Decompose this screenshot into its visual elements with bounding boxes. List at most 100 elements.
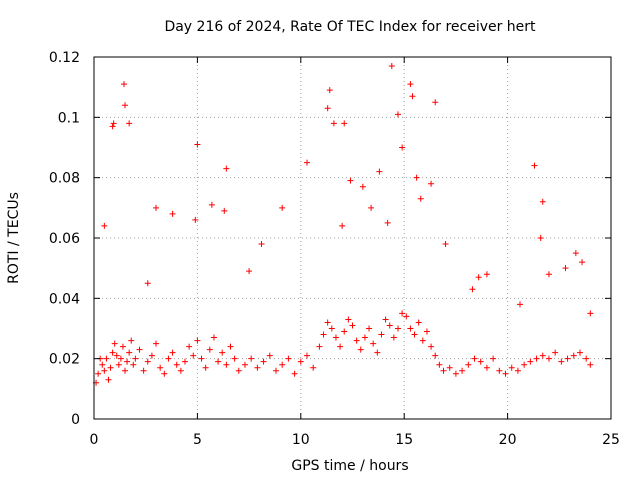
data-point bbox=[144, 280, 151, 287]
data-point bbox=[357, 346, 364, 353]
data-point bbox=[115, 361, 122, 368]
data-point bbox=[347, 177, 354, 184]
data-points bbox=[93, 63, 594, 386]
data-point bbox=[384, 219, 391, 226]
data-point bbox=[140, 367, 147, 374]
data-point bbox=[428, 343, 435, 350]
data-point bbox=[417, 195, 424, 202]
data-point bbox=[579, 259, 586, 266]
data-point bbox=[291, 370, 298, 377]
data-point bbox=[394, 111, 401, 118]
data-point bbox=[169, 210, 176, 217]
data-point bbox=[223, 165, 230, 172]
data-point bbox=[490, 355, 497, 362]
data-point bbox=[120, 81, 127, 88]
data-point bbox=[442, 241, 449, 248]
data-point bbox=[169, 349, 176, 356]
data-point bbox=[177, 367, 184, 374]
y-tick-label: 0.06 bbox=[49, 231, 80, 247]
data-point bbox=[241, 361, 248, 368]
data-point bbox=[349, 322, 356, 329]
data-point bbox=[215, 358, 222, 365]
data-point bbox=[320, 331, 327, 338]
data-point bbox=[390, 334, 397, 341]
data-point bbox=[428, 180, 435, 187]
data-point bbox=[533, 355, 540, 362]
data-point bbox=[297, 358, 304, 365]
data-point bbox=[562, 265, 569, 272]
data-point bbox=[459, 367, 466, 374]
data-point bbox=[221, 207, 228, 214]
x-tick-labels: 0 5 10 15 20 25 bbox=[90, 432, 620, 448]
data-point bbox=[413, 174, 420, 181]
data-point bbox=[432, 352, 439, 359]
data-point bbox=[132, 355, 139, 362]
data-point bbox=[304, 159, 311, 166]
data-point bbox=[366, 325, 373, 332]
data-point bbox=[382, 316, 389, 323]
data-point bbox=[537, 235, 544, 241]
y-tick-label: 0.08 bbox=[49, 171, 80, 187]
data-point bbox=[99, 361, 106, 368]
data-point bbox=[260, 358, 267, 365]
data-point bbox=[324, 319, 331, 326]
data-point bbox=[107, 364, 114, 371]
data-point bbox=[330, 120, 337, 127]
data-point bbox=[361, 334, 368, 341]
data-point bbox=[386, 322, 393, 329]
data-point bbox=[198, 355, 205, 362]
data-point bbox=[409, 93, 416, 100]
data-point bbox=[113, 352, 120, 359]
data-point bbox=[353, 337, 360, 344]
y-tick-labels: 0 0.02 0.04 0.06 0.08 0.1 0.12 bbox=[49, 50, 80, 428]
x-tick-label: 15 bbox=[395, 432, 413, 448]
data-point bbox=[378, 331, 385, 338]
data-point bbox=[341, 120, 348, 127]
data-point bbox=[310, 364, 317, 371]
data-point bbox=[304, 352, 311, 359]
data-point bbox=[388, 63, 395, 70]
data-point bbox=[111, 340, 118, 347]
data-point bbox=[206, 346, 213, 353]
data-point bbox=[254, 364, 261, 371]
data-point bbox=[227, 343, 234, 350]
data-point bbox=[539, 352, 546, 359]
data-point bbox=[202, 364, 209, 371]
data-point bbox=[587, 361, 594, 368]
data-point bbox=[570, 352, 577, 359]
data-point bbox=[403, 313, 410, 320]
data-point bbox=[545, 355, 552, 362]
data-point bbox=[531, 162, 538, 169]
data-point bbox=[370, 340, 377, 347]
data-point bbox=[124, 358, 131, 365]
data-point bbox=[109, 349, 116, 356]
data-point bbox=[399, 144, 406, 151]
data-point bbox=[587, 310, 594, 317]
x-tick-label: 0 bbox=[90, 432, 99, 448]
data-point bbox=[521, 361, 528, 368]
axis-ticks bbox=[93, 56, 612, 420]
data-point bbox=[465, 361, 472, 368]
x-axis-label: GPS time / hours bbox=[291, 458, 408, 474]
y-tick-label: 0.1 bbox=[58, 110, 80, 126]
data-point bbox=[471, 355, 478, 362]
data-point bbox=[126, 349, 133, 356]
data-point bbox=[285, 355, 292, 362]
data-point bbox=[231, 355, 238, 362]
data-point bbox=[345, 316, 352, 323]
data-point bbox=[161, 370, 168, 377]
data-point bbox=[514, 367, 521, 374]
data-point bbox=[181, 358, 188, 365]
data-point bbox=[208, 201, 215, 208]
data-point bbox=[558, 358, 565, 365]
data-point bbox=[101, 222, 108, 229]
data-point bbox=[452, 370, 459, 377]
data-point bbox=[576, 349, 583, 356]
y-tick-label: 0 bbox=[71, 412, 80, 428]
data-point bbox=[210, 334, 217, 341]
data-point bbox=[539, 198, 546, 205]
data-point bbox=[341, 328, 348, 335]
data-point bbox=[126, 120, 133, 127]
